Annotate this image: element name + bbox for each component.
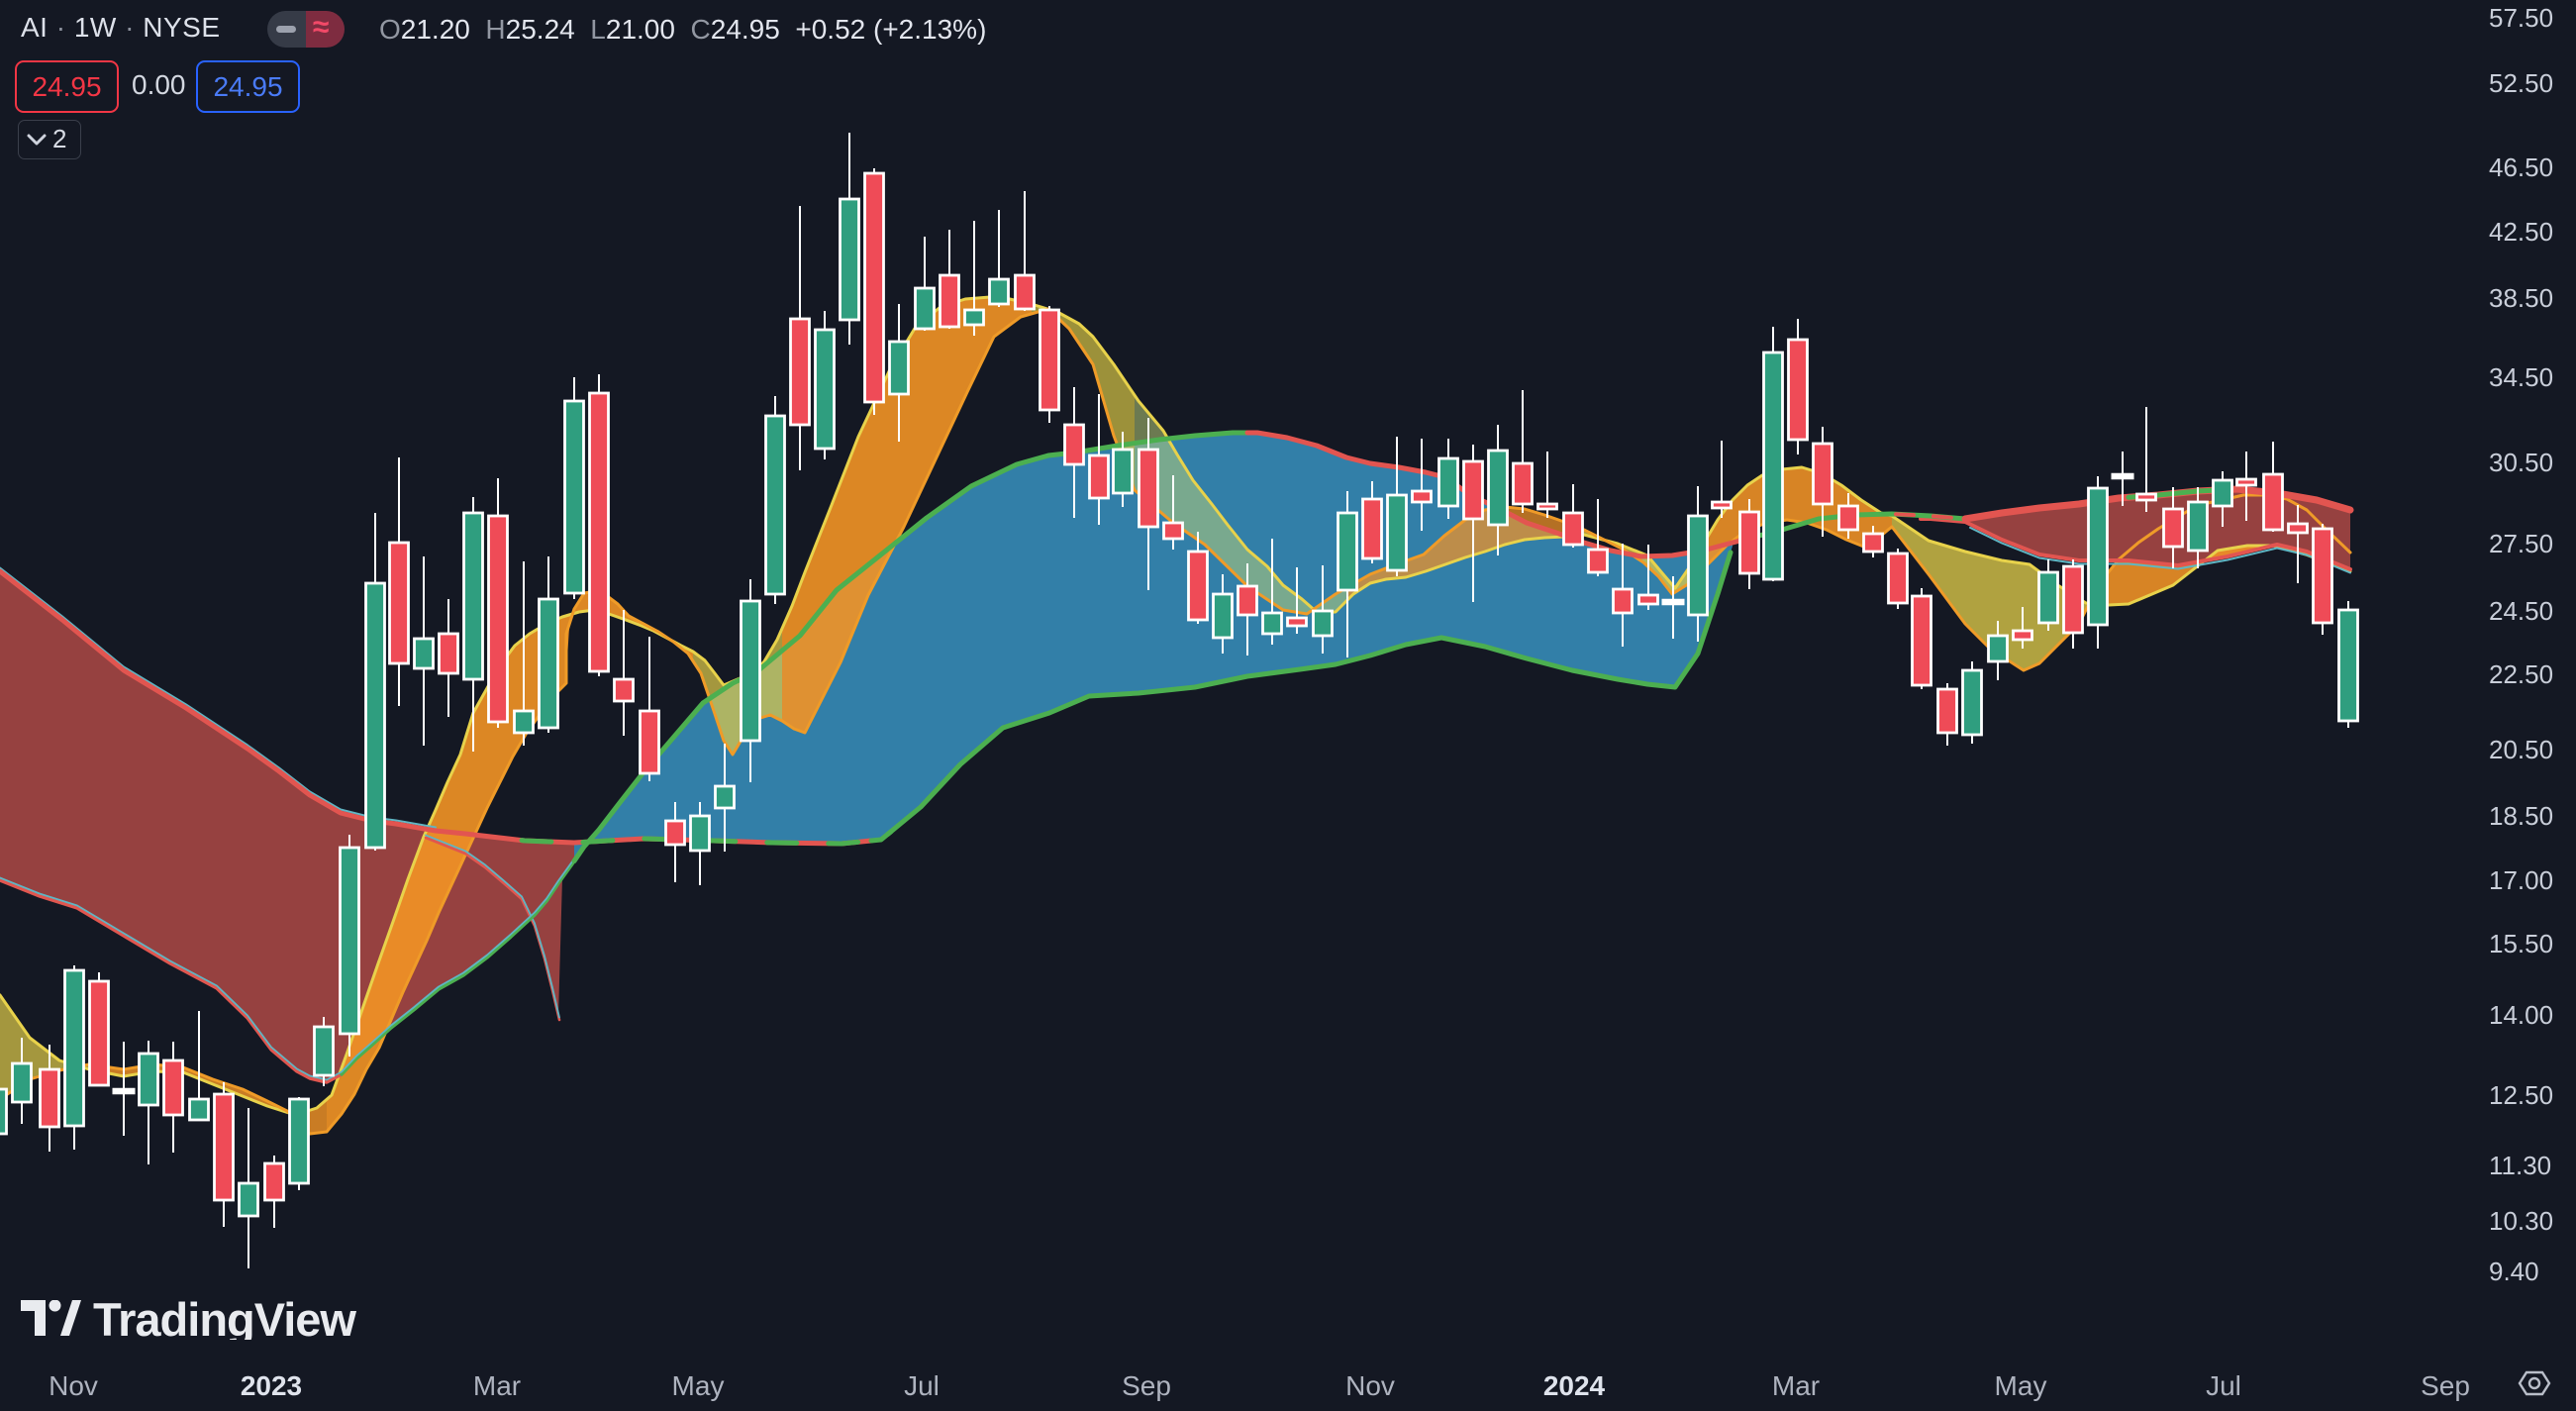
svg-text:17.00: 17.00 (2489, 865, 2553, 895)
svg-text:Mar: Mar (1772, 1370, 1820, 1401)
svg-text:22.50: 22.50 (2489, 659, 2553, 689)
svg-text:Jul: Jul (2206, 1370, 2241, 1401)
svg-text:Mar: Mar (473, 1370, 521, 1401)
svg-text:24.50: 24.50 (2489, 596, 2553, 626)
svg-text:2023: 2023 (241, 1370, 302, 1401)
svg-text:Nov: Nov (49, 1370, 98, 1401)
svg-text:2024: 2024 (1543, 1370, 1606, 1401)
svg-text:Sep: Sep (1122, 1370, 1171, 1401)
svg-text:Jul: Jul (904, 1370, 940, 1401)
svg-text:May: May (1995, 1370, 2047, 1401)
svg-text:14.00: 14.00 (2489, 1000, 2553, 1030)
svg-text:52.50: 52.50 (2489, 68, 2553, 98)
svg-text:May: May (672, 1370, 725, 1401)
svg-text:34.50: 34.50 (2489, 362, 2553, 392)
svg-text:18.50: 18.50 (2489, 801, 2553, 831)
svg-text:Sep: Sep (2421, 1370, 2470, 1401)
svg-text:27.50: 27.50 (2489, 529, 2553, 558)
svg-text:12.50: 12.50 (2489, 1080, 2553, 1110)
svg-text:Nov: Nov (1345, 1370, 1395, 1401)
svg-text:10.30: 10.30 (2489, 1206, 2553, 1236)
svg-text:57.50: 57.50 (2489, 3, 2553, 33)
svg-text:38.50: 38.50 (2489, 283, 2553, 313)
svg-text:15.50: 15.50 (2489, 929, 2553, 958)
svg-text:42.50: 42.50 (2489, 217, 2553, 247)
svg-text:46.50: 46.50 (2489, 152, 2553, 182)
svg-text:11.30: 11.30 (2489, 1151, 2551, 1180)
svg-text:30.50: 30.50 (2489, 448, 2553, 477)
svg-text:TradingView: TradingView (93, 1300, 356, 1340)
svg-text:20.50: 20.50 (2489, 735, 2553, 764)
svg-text:9.40: 9.40 (2489, 1257, 2539, 1286)
